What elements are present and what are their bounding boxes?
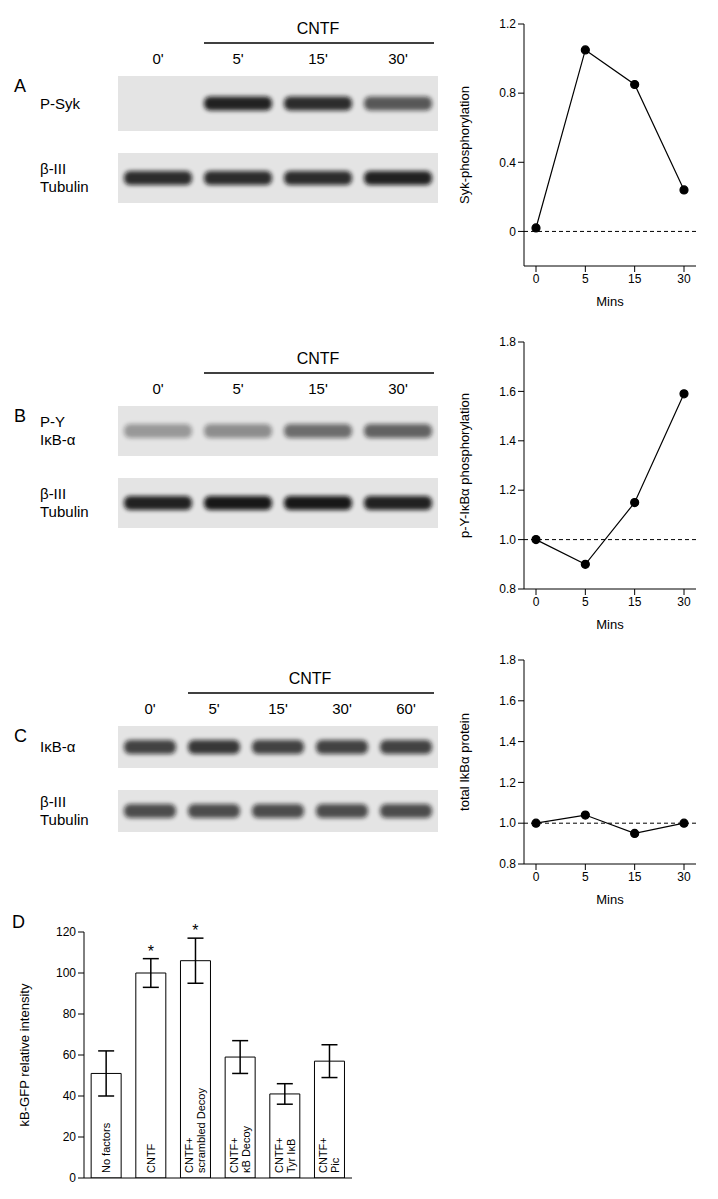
svg-text:30: 30 <box>677 870 691 884</box>
html-text:D: D <box>12 912 25 932</box>
svg-text:P-Syk: P-Syk <box>40 95 81 112</box>
svg-text:*: * <box>148 943 154 960</box>
svg-text:1.4: 1.4 <box>499 434 516 448</box>
svg-text:0': 0' <box>152 50 163 67</box>
svg-text:*: * <box>192 922 198 939</box>
svg-text:15': 15' <box>308 380 328 397</box>
svg-text:β-IIITubulin: β-IIITubulin <box>40 160 89 195</box>
svg-text:20: 20 <box>63 1130 77 1144</box>
svg-text:1.0: 1.0 <box>499 816 516 830</box>
svg-text:CNTF: CNTF <box>297 350 340 367</box>
svg-text:5': 5' <box>232 380 243 397</box>
svg-text:A: A <box>14 76 26 96</box>
svg-text:0: 0 <box>533 595 540 609</box>
svg-text:1.2: 1.2 <box>499 483 516 497</box>
svg-text:120: 120 <box>56 925 76 939</box>
svg-text:1.6: 1.6 <box>499 385 516 399</box>
svg-text:0.4: 0.4 <box>499 156 516 170</box>
svg-text:100: 100 <box>56 966 76 980</box>
svg-text:1.6: 1.6 <box>499 694 516 708</box>
svg-text:5: 5 <box>582 272 589 286</box>
svg-text:0: 0 <box>533 870 540 884</box>
svg-text:B: B <box>14 406 26 426</box>
svg-text:30': 30' <box>332 700 352 717</box>
svg-text:C: C <box>14 726 27 746</box>
svg-text:30: 30 <box>677 595 691 609</box>
svg-text:0: 0 <box>69 1171 76 1185</box>
svg-text:CNTF: CNTF <box>145 1143 157 1173</box>
svg-text:1.8: 1.8 <box>499 653 516 667</box>
svg-text:0.8: 0.8 <box>499 857 516 871</box>
svg-text:15: 15 <box>628 595 642 609</box>
svg-text:β-IIITubulin: β-IIITubulin <box>40 485 89 520</box>
svg-text:1.0: 1.0 <box>499 533 516 547</box>
svg-text:15': 15' <box>268 700 288 717</box>
svg-text:CNTF+Tyr IκB: CNTF+Tyr IκB <box>273 1137 297 1173</box>
svg-text:80: 80 <box>63 1007 77 1021</box>
svg-text:CNTF+κB Decoy: CNTF+κB Decoy <box>228 1125 252 1173</box>
svg-text:total IkBα protein: total IkBα protein <box>457 713 472 811</box>
svg-text:0: 0 <box>533 272 540 286</box>
svg-text:30': 30' <box>388 50 408 67</box>
svg-text:30: 30 <box>677 272 691 286</box>
svg-text:β-IIITubulin: β-IIITubulin <box>40 793 89 828</box>
svg-text:Mins: Mins <box>596 294 624 309</box>
svg-text:0': 0' <box>152 380 163 397</box>
svg-text:30': 30' <box>388 380 408 397</box>
svg-text:Mins: Mins <box>596 617 624 632</box>
svg-text:kB-GFP relative intensity: kB-GFP relative intensity <box>17 983 32 1126</box>
svg-text:15: 15 <box>628 272 642 286</box>
svg-text:P-YIκB-α: P-YIκB-α <box>40 413 76 448</box>
svg-text:15: 15 <box>628 870 642 884</box>
svg-text:Mins: Mins <box>596 892 624 907</box>
svg-text:Syk-phosphorylation: Syk-phosphorylation <box>457 86 472 204</box>
svg-text:CNTF+Pic: CNTF+Pic <box>317 1137 341 1173</box>
svg-text:No factors: No factors <box>100 1122 112 1173</box>
svg-text:5': 5' <box>208 700 219 717</box>
svg-text:40: 40 <box>63 1089 77 1103</box>
svg-text:p-Y-IκBα phosphorylation: p-Y-IκBα phosphorylation <box>457 393 472 538</box>
svg-text:1.2: 1.2 <box>499 17 516 31</box>
svg-text:5: 5 <box>582 595 589 609</box>
svg-text:0.8: 0.8 <box>499 582 516 596</box>
svg-text:15': 15' <box>308 50 328 67</box>
svg-text:0: 0 <box>509 225 516 239</box>
svg-text:60': 60' <box>396 700 416 717</box>
svg-text:1.8: 1.8 <box>499 335 516 349</box>
svg-text:0': 0' <box>144 700 155 717</box>
svg-text:CNTF: CNTF <box>297 20 340 37</box>
svg-text:CNTF: CNTF <box>289 670 332 687</box>
svg-text:1.4: 1.4 <box>499 735 516 749</box>
svg-text:1.2: 1.2 <box>499 776 516 790</box>
svg-text:5: 5 <box>582 870 589 884</box>
svg-text:IκB-α: IκB-α <box>40 738 76 755</box>
svg-text:60: 60 <box>63 1048 77 1062</box>
svg-text:CNTF+scrambled Decoy: CNTF+scrambled Decoy <box>183 1088 207 1173</box>
svg-text:0.8: 0.8 <box>499 86 516 100</box>
svg-text:5': 5' <box>232 50 243 67</box>
